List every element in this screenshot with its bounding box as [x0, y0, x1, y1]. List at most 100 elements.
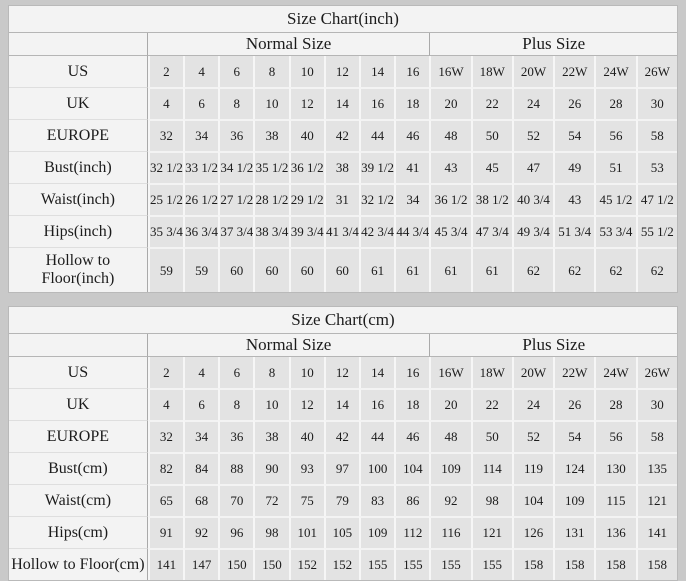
table-cell: 115 [594, 484, 636, 516]
table-cell: 65 [147, 484, 184, 516]
table-cell: 60 [253, 247, 289, 292]
table-cell: 2 [147, 357, 184, 388]
table-cell: 12 [288, 87, 324, 119]
table-cell: 46 [394, 119, 430, 151]
table-cell: 16 [359, 87, 395, 119]
table-cell: 16W [429, 357, 471, 388]
table-cell: 109 [553, 484, 595, 516]
table-cell: 45 3/4 [429, 215, 471, 247]
table-cell: 26 1/2 [183, 183, 219, 215]
table-cell: 18W [470, 56, 512, 87]
table-cell: 42 [323, 420, 360, 452]
table-cell: 53 [635, 151, 677, 183]
table-cell: 44 3/4 [394, 215, 430, 247]
table-header-group: Size Chart(inch) Normal Size Plus Size [9, 6, 677, 56]
table-cell: 56 [594, 119, 636, 151]
column-group-normal-size: Normal Size [147, 33, 430, 56]
table-cell: 98 [470, 484, 512, 516]
table-cell: 155 [429, 548, 471, 580]
table-cell: 121 [470, 516, 512, 548]
row-label: US [9, 357, 148, 388]
table-row: Hollow to Floor(cm) 141 147 150 150 152 152 155… [9, 548, 677, 580]
table-row: Hips(cm) 91 92 96 98 101 105 109 112 116 121 126 131… [9, 516, 677, 548]
row-label: Waist(inch) [9, 183, 148, 215]
table-title: Size Chart(cm) [9, 307, 677, 334]
table-cell: 28 [594, 388, 636, 420]
table-cell: 141 [147, 548, 184, 580]
table-cell: 60 [218, 247, 254, 292]
table-cell: 20 [429, 87, 471, 119]
row-label: Waist(cm) [9, 484, 148, 516]
table-cell: 135 [635, 452, 677, 484]
table-cell: 6 [183, 87, 219, 119]
table-cell: 44 [359, 420, 395, 452]
table-cell: 34 1/2 [218, 151, 254, 183]
table-cell: 8 [253, 357, 289, 388]
table-cell: 70 [218, 484, 254, 516]
table-header-group: Size Chart(cm) Normal Size Plus Size [9, 307, 677, 357]
table-cell: 62 [511, 247, 554, 292]
table-cell: 109 [359, 516, 395, 548]
table-cell: 40 [288, 420, 324, 452]
table-cell: 24W [594, 56, 636, 87]
table-cell: 26 [553, 388, 595, 420]
table-cell: 38 [253, 420, 289, 452]
table-cell: 42 [323, 119, 360, 151]
row-label: Hips(inch) [9, 215, 148, 247]
corner-cell [9, 334, 148, 357]
table-cell: 45 1/2 [594, 183, 636, 215]
table-cell: 28 1/2 [253, 183, 289, 215]
table-row: Waist(inch) 25 1/2 26 1/2 27 1/2 28 1/2 29 1/… [9, 183, 677, 215]
table-cell: 6 [183, 388, 219, 420]
table-cell: 16 [394, 56, 430, 87]
table-cell: 38 [253, 119, 289, 151]
table-cell: 152 [323, 548, 360, 580]
size-chart-cm-table: Size Chart(cm) Normal Size Plus Size US 2… [8, 306, 678, 581]
table-cell: 4 [147, 87, 183, 119]
table-cell: 38 3/4 [253, 215, 289, 247]
table-cell: 82 [147, 452, 184, 484]
table-row: Hips(inch) 35 3/4 36 3/4 37 3/4 38 3/4 39 3/4… [9, 215, 677, 247]
table-cell: 39 3/4 [288, 215, 324, 247]
table-cell: 61 [429, 247, 471, 292]
table-cell: 58 [635, 420, 677, 452]
table-cell: 59 [147, 247, 183, 292]
table-cell: 75 [288, 484, 324, 516]
row-label: Bust(cm) [9, 452, 148, 484]
table-cell: 60 [323, 247, 360, 292]
table-cell: 141 [635, 516, 677, 548]
table-cell: 22 [470, 388, 512, 420]
table-cell: 84 [183, 452, 219, 484]
table-cell: 155 [359, 548, 395, 580]
table-cell: 29 1/2 [288, 183, 324, 215]
table-cell: 41 3/4 [323, 215, 360, 247]
table-row: US 2 4 6 8 10 12 14 16 16W 18W 20W 22W 24W 26W [9, 56, 677, 87]
table-cell: 8 [253, 56, 289, 87]
table-cell: 150 [253, 548, 289, 580]
row-label: UK [9, 388, 148, 420]
table-cell: 158 [511, 548, 554, 580]
table-cell: 86 [394, 484, 430, 516]
table-cell: 54 [553, 119, 595, 151]
table-cell: 26W [635, 357, 677, 388]
table-cell: 112 [394, 516, 430, 548]
table-cell: 119 [511, 452, 554, 484]
table-row: Bust(inch) 32 1/2 33 1/2 34 1/2 35 1/2 36 1/2… [9, 151, 677, 183]
table-cell: 32 1/2 [359, 183, 395, 215]
table-cell: 40 3/4 [511, 183, 554, 215]
table-cell: 52 [511, 119, 554, 151]
row-label: Hips(cm) [9, 516, 148, 548]
table-cell: 18 [394, 87, 430, 119]
table-cell: 100 [359, 452, 395, 484]
column-group-normal-size: Normal Size [147, 334, 430, 357]
table-row: EUROPE 32 34 36 38 40 42 44 46 48 50 52 54 56 58 [9, 420, 677, 452]
table-cell: 62 [594, 247, 636, 292]
table-cell: 126 [511, 516, 554, 548]
table-cell: 8 [218, 388, 254, 420]
table-cell: 6 [218, 357, 254, 388]
table-cell: 2 [147, 56, 183, 87]
table-cell: 58 [635, 119, 677, 151]
table-cell: 16 [394, 357, 430, 388]
table-cell: 55 1/2 [635, 215, 677, 247]
